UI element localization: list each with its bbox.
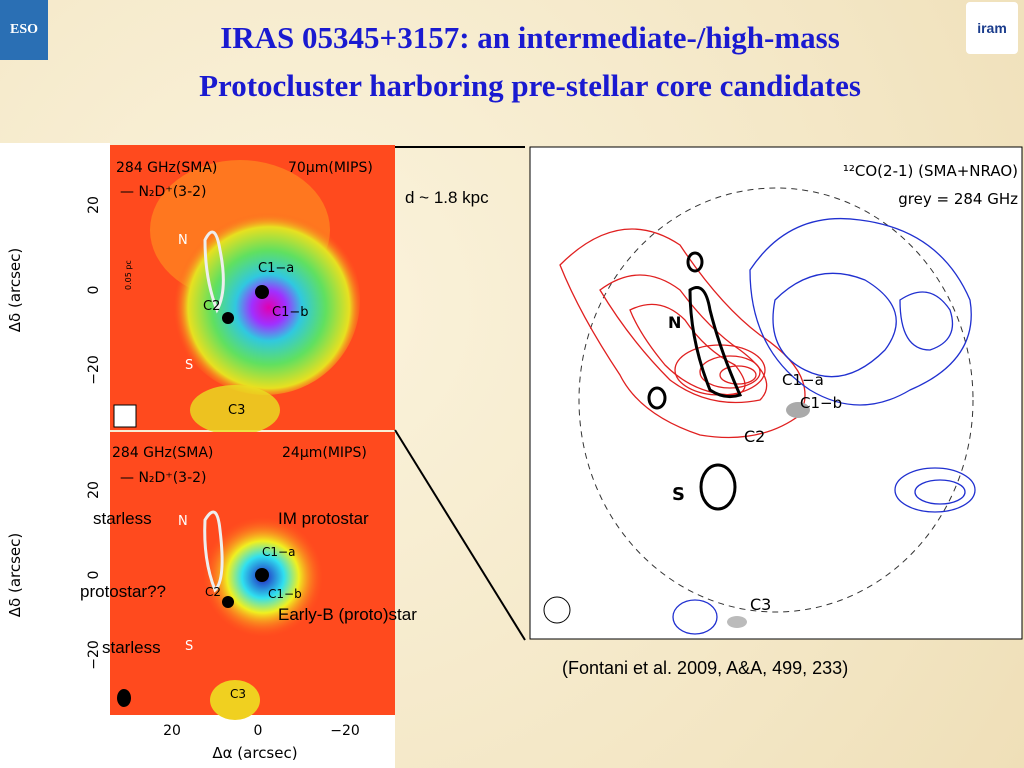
co-map bbox=[529, 146, 1023, 640]
source-label: C1−b bbox=[268, 587, 302, 601]
blue-contours bbox=[749, 217, 976, 513]
annotation: starless bbox=[102, 638, 161, 657]
source-label: C2 bbox=[203, 299, 220, 314]
black-contours bbox=[647, 251, 743, 511]
y-axis-label: Δδ (arcsec) bbox=[6, 533, 24, 617]
y-tick-label: −20 bbox=[86, 355, 102, 385]
source-label: C1−a bbox=[258, 261, 294, 276]
primary-beam bbox=[578, 187, 974, 613]
beam bbox=[543, 596, 571, 624]
grey-core bbox=[727, 616, 747, 628]
core bbox=[255, 568, 269, 582]
map-label: grey = 284 GHz bbox=[898, 190, 1018, 208]
y-tick-label: 20 bbox=[86, 196, 102, 214]
zoom-line bbox=[394, 429, 526, 641]
source-label: C1−a bbox=[782, 371, 824, 389]
x-tick-label: −20 bbox=[330, 723, 360, 739]
annotation: IM protostar bbox=[278, 509, 369, 528]
axis-strip bbox=[0, 143, 110, 768]
source-label: C3 bbox=[230, 687, 246, 701]
annotation: protostar?? bbox=[80, 582, 166, 601]
source-label: N bbox=[668, 313, 681, 332]
grey-core bbox=[786, 402, 810, 418]
image-blob bbox=[210, 680, 260, 720]
source-label: S bbox=[672, 484, 685, 505]
citation: (Fontani et al. 2009, A&A, 499, 233) bbox=[562, 658, 849, 678]
panel-label: 284 GHz(SMA) bbox=[116, 160, 217, 176]
x-tick-label: 20 bbox=[163, 723, 181, 739]
beam bbox=[117, 689, 131, 707]
panel-label: — N₂D⁺(3-2) bbox=[120, 184, 207, 200]
y-axis-label: Δδ (arcsec) bbox=[6, 248, 24, 332]
x-axis-label: Δα (arcsec) bbox=[212, 744, 297, 762]
source-label: C2 bbox=[205, 585, 221, 599]
y-tick-label: 0 bbox=[86, 571, 102, 580]
annotation: starless bbox=[93, 509, 152, 528]
annotation: Early-B (proto)star bbox=[278, 605, 417, 624]
source-label: C2 bbox=[744, 427, 765, 446]
source-label: S bbox=[185, 639, 193, 654]
map-label: ¹²CO(2-1) (SMA+NRAO) bbox=[843, 162, 1018, 180]
iram-logo: iram bbox=[966, 2, 1018, 54]
core bbox=[222, 312, 234, 324]
panel-label: 284 GHz(SMA) bbox=[112, 445, 213, 461]
image-blob bbox=[170, 205, 360, 395]
panel-label: 24μm(MIPS) bbox=[282, 445, 367, 461]
beam-box bbox=[113, 404, 137, 428]
core bbox=[222, 596, 234, 608]
panel-label: 70μm(MIPS) bbox=[288, 160, 373, 176]
annotation: d ~ 1.8 kpc bbox=[405, 188, 489, 207]
source-label: C1−a bbox=[262, 545, 295, 559]
axis-strip bbox=[110, 715, 395, 768]
source-label: C3 bbox=[228, 403, 245, 418]
source-label: S bbox=[185, 358, 193, 373]
contour bbox=[203, 510, 224, 593]
source-label: N bbox=[178, 514, 188, 529]
panel-label: — N₂D⁺(3-2) bbox=[120, 470, 207, 486]
source-label: C1−b bbox=[800, 394, 842, 412]
core bbox=[255, 285, 269, 299]
y-tick-label: 20 bbox=[86, 481, 102, 499]
title-line: IRAS 05345+3157: an intermediate-/high-m… bbox=[220, 20, 840, 55]
scale-label: 0.05 pc bbox=[124, 260, 133, 290]
source-label: C3 bbox=[750, 595, 771, 614]
image-blob bbox=[190, 385, 280, 435]
title-line: Protocluster harboring pre-stellar core … bbox=[199, 68, 861, 103]
x-tick-label: 0 bbox=[254, 723, 263, 739]
source-label: N bbox=[178, 233, 188, 248]
y-tick-label: 0 bbox=[86, 286, 102, 295]
source-label: C1−b bbox=[272, 305, 309, 320]
y-tick-label: −20 bbox=[86, 640, 102, 670]
contour bbox=[203, 230, 225, 314]
eso-logo: ESO bbox=[0, 0, 48, 60]
